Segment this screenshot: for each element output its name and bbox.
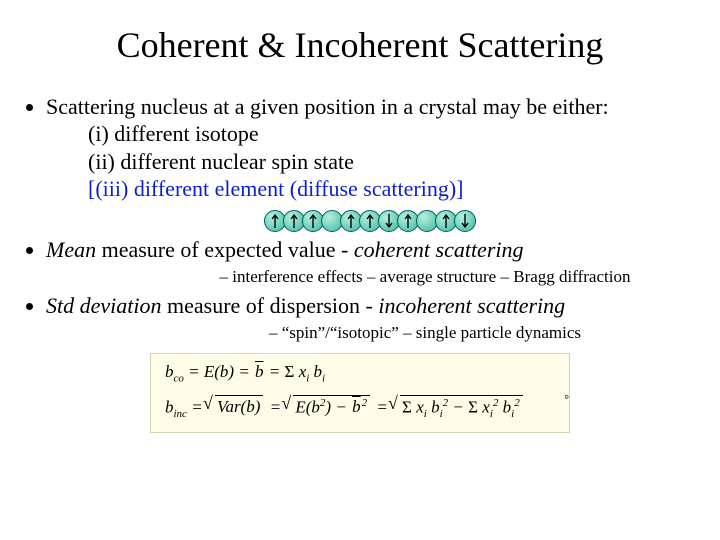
bullet-1: Scattering nucleus at a given position i… xyxy=(46,94,694,233)
spin-up-icon xyxy=(290,213,298,229)
atom-row-diagram xyxy=(46,207,694,233)
slide-root: Coherent & Incoherent Scattering Scatter… xyxy=(0,0,720,540)
bullet-list: Scattering nucleus at a given position i… xyxy=(26,94,694,263)
page-title: Coherent & Incoherent Scattering xyxy=(26,24,694,66)
spin-down-icon xyxy=(461,213,469,229)
bullet-2-coh: coherent scattering xyxy=(354,237,524,262)
sub-ii: (ii) different nuclear spin state xyxy=(88,148,694,176)
spin-up-icon xyxy=(347,213,355,229)
bullet-2-mean: Mean xyxy=(46,237,96,262)
dash: – xyxy=(220,267,233,286)
bullet-list-2: Std deviation measure of dispersion - in… xyxy=(26,293,694,319)
bullet-3-note-text: “spin”/“isotopic” – single particle dyna… xyxy=(282,323,581,342)
spin-up-icon xyxy=(404,213,412,229)
bullet-2-note-text: interference effects – average structure… xyxy=(232,267,630,286)
bullet-2-note: – interference effects – average structu… xyxy=(156,267,694,287)
bullet-3-std: Std deviation xyxy=(46,293,161,318)
bullet-3-inc: incoherent scattering xyxy=(378,293,565,318)
equation-box: bco = E(b) = b = Σ xi bi binc = Var(b) =… xyxy=(150,353,570,434)
degree-mark: ° xyxy=(564,393,569,407)
spin-up-icon xyxy=(271,213,279,229)
atom-circle xyxy=(454,210,476,232)
equation-binc: binc = Var(b) = E(b2) − b2 = Σ xi bi2 − … xyxy=(165,395,555,421)
sub-iii: [(iii) different element (diffuse scatte… xyxy=(88,175,694,203)
bullet-3: Std deviation measure of dispersion - in… xyxy=(46,293,694,319)
bullet-3-mid: measure of dispersion - xyxy=(161,293,378,318)
bullet-2-mid: measure of expected value - xyxy=(96,237,354,262)
bullet-2: Mean measure of expected value - coheren… xyxy=(46,237,694,263)
sub-i: (i) different isotope xyxy=(88,120,694,148)
dash2: – xyxy=(269,323,282,342)
bullet-3-note: – “spin”/“isotopic” – single particle dy… xyxy=(156,323,694,343)
bullet-1-sub: (i) different isotope (ii) different nuc… xyxy=(88,120,694,203)
bullet-1-lead: Scattering nucleus at a given position i… xyxy=(46,94,609,119)
spin-up-icon xyxy=(442,213,450,229)
spin-down-icon xyxy=(385,213,393,229)
spin-up-icon xyxy=(366,213,374,229)
equation-bco: bco = E(b) = b = Σ xi bi xyxy=(165,362,555,385)
spin-up-icon xyxy=(309,213,317,229)
